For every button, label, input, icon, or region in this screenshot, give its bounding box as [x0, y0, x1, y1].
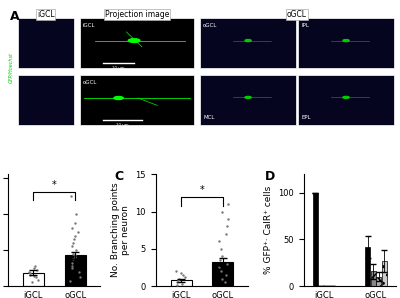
Point: [217, 257, 223, 262]
Point: [34, 277, 41, 282]
Bar: [371, 271, 376, 286]
Point: [71, 237, 77, 242]
Point: [26, 269, 32, 274]
Point: [32, 275, 39, 280]
Point: [215, 265, 222, 270]
Point: [174, 280, 180, 285]
Point: [71, 253, 78, 258]
Bar: [382, 261, 387, 286]
Point: [72, 255, 79, 260]
Point: [75, 269, 82, 274]
Point: [175, 278, 182, 283]
Point: [75, 229, 81, 234]
Point: [176, 276, 182, 281]
FancyBboxPatch shape: [200, 18, 296, 68]
Text: *: *: [200, 185, 204, 195]
Text: *: *: [52, 181, 56, 190]
Circle shape: [245, 97, 251, 98]
Point: [26, 271, 33, 276]
Point: [218, 246, 224, 251]
Text: MCL: MCL: [203, 115, 214, 120]
Point: [32, 264, 38, 268]
Text: oGCL: oGCL: [83, 80, 97, 85]
Text: 20 μm: 20 μm: [116, 123, 129, 127]
Point: [72, 221, 78, 225]
Point: [69, 264, 75, 268]
Point: [216, 239, 222, 244]
Point: [70, 251, 76, 256]
Text: A: A: [10, 10, 20, 23]
Point: [217, 269, 224, 274]
Bar: [170, 280, 192, 286]
Circle shape: [114, 97, 123, 100]
Point: [219, 209, 225, 214]
Bar: [23, 273, 44, 286]
Point: [222, 280, 228, 285]
Bar: [313, 193, 318, 286]
Point: [173, 269, 180, 274]
Point: [224, 217, 231, 221]
Bar: [365, 247, 370, 286]
Circle shape: [245, 40, 251, 41]
Point: [31, 274, 37, 279]
Point: [223, 232, 230, 236]
Point: [182, 275, 188, 280]
FancyBboxPatch shape: [298, 18, 394, 68]
Text: oGCL: oGCL: [203, 23, 218, 28]
Text: iGCL: iGCL: [37, 10, 55, 19]
FancyBboxPatch shape: [18, 75, 74, 125]
Text: 10 μm: 10 μm: [112, 66, 125, 70]
Text: Projection image: Projection image: [105, 10, 169, 19]
Point: [174, 282, 180, 287]
Point: [69, 260, 75, 265]
Point: [70, 240, 76, 245]
Point: [224, 261, 230, 266]
Point: [219, 276, 225, 281]
Bar: [212, 262, 234, 286]
Y-axis label: No. Branching points
per neuron: No. Branching points per neuron: [111, 183, 130, 277]
Point: [67, 278, 74, 283]
Circle shape: [343, 40, 349, 41]
Point: [180, 272, 186, 277]
Text: D: D: [265, 170, 275, 183]
Point: [26, 273, 33, 278]
Point: [73, 212, 79, 216]
FancyBboxPatch shape: [80, 18, 194, 68]
Point: [179, 281, 185, 286]
Y-axis label: % GFP⁺· CalR⁺ cells: % GFP⁺· CalR⁺ cells: [264, 186, 272, 274]
Point: [29, 280, 35, 285]
Point: [223, 224, 230, 229]
FancyBboxPatch shape: [298, 75, 394, 125]
Point: [223, 272, 229, 277]
Point: [72, 233, 78, 238]
Point: [224, 202, 231, 207]
Text: C: C: [114, 170, 123, 183]
Point: [77, 275, 83, 280]
Point: [178, 270, 185, 275]
Text: oGCL: oGCL: [287, 10, 307, 19]
FancyBboxPatch shape: [200, 75, 296, 125]
Text: IPL: IPL: [301, 23, 309, 28]
Point: [69, 226, 75, 231]
Bar: [65, 255, 86, 286]
FancyBboxPatch shape: [18, 18, 74, 68]
Point: [68, 244, 75, 249]
Point: [68, 193, 74, 198]
Point: [73, 248, 80, 252]
Bar: [376, 277, 381, 286]
Text: GFP/Hoechst: GFP/Hoechst: [9, 52, 14, 83]
Text: EPL: EPL: [301, 115, 311, 120]
Point: [70, 257, 76, 261]
Point: [31, 266, 38, 270]
Circle shape: [343, 97, 349, 98]
Circle shape: [128, 39, 140, 42]
Point: [34, 268, 40, 272]
Point: [219, 254, 225, 259]
Point: [69, 266, 76, 270]
Text: iGCL: iGCL: [83, 23, 95, 28]
FancyBboxPatch shape: [80, 75, 194, 125]
